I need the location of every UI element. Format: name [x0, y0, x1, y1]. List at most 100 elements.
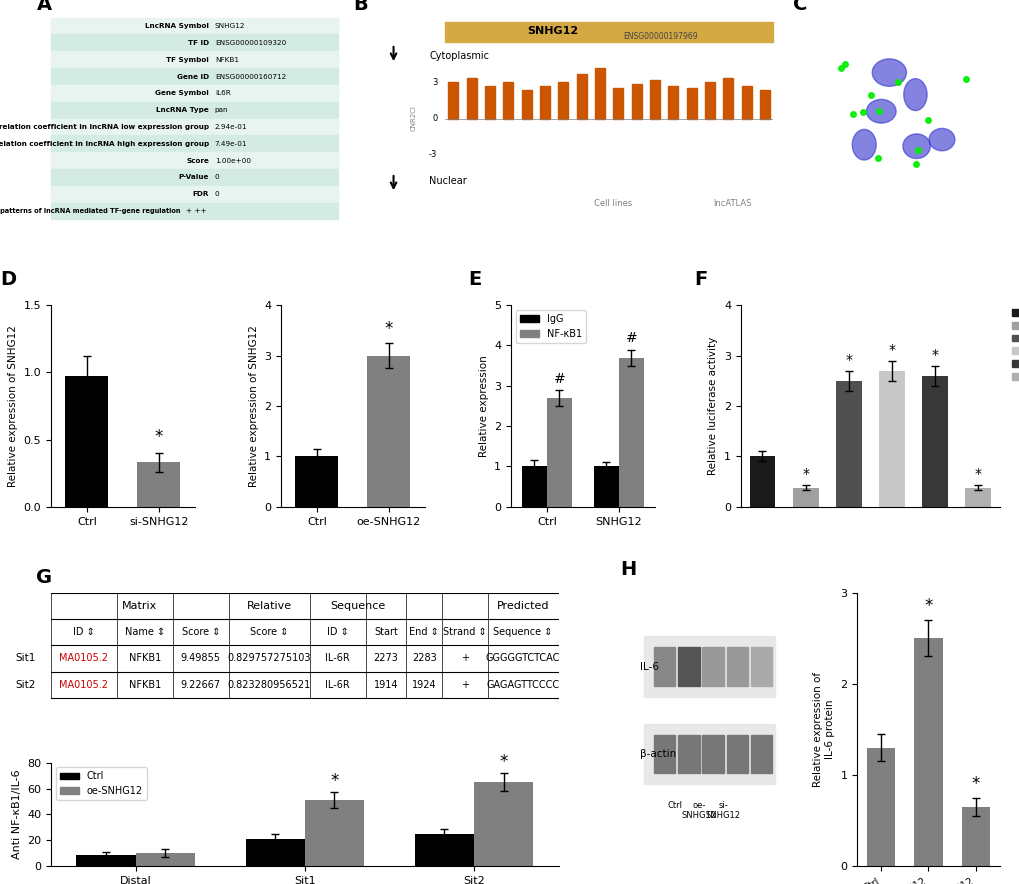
Text: 0: 0: [215, 174, 219, 180]
Text: +: +: [461, 680, 469, 690]
Bar: [878, 370, 904, 507]
Text: pan: pan: [215, 107, 228, 113]
Text: Matrix: Matrix: [122, 601, 157, 611]
Bar: [913, 638, 942, 866]
Bar: [593, 467, 619, 507]
Text: CNR2CI: CNR2CI: [410, 105, 416, 132]
Bar: [750, 647, 771, 686]
Text: LncRNA Type: LncRNA Type: [156, 107, 209, 113]
Text: Correlation coefficient in lncRNA high expression group: Correlation coefficient in lncRNA high e…: [0, 141, 209, 147]
Text: H: H: [620, 560, 636, 579]
Text: IL6R: IL6R: [215, 90, 230, 96]
Text: Sequence: Sequence: [330, 601, 385, 611]
Bar: [557, 82, 568, 118]
Text: Cytoplasmic: Cytoplasmic: [429, 51, 489, 61]
Bar: [749, 456, 774, 507]
Text: Predicted: Predicted: [496, 601, 549, 611]
Bar: [51, 152, 338, 169]
Text: IL-6: IL-6: [639, 661, 658, 672]
Text: Sit1: Sit1: [15, 653, 36, 663]
Bar: [136, 853, 195, 866]
Legend: Ctrl, oe-SNHG12: Ctrl, oe-SNHG12: [56, 767, 147, 800]
Bar: [474, 782, 533, 866]
Text: *: *: [971, 775, 979, 793]
Text: GGGGGTCTCAC: GGGGGTCTCAC: [485, 653, 559, 663]
Text: IL-6R: IL-6R: [325, 653, 350, 663]
Text: *: *: [155, 429, 163, 446]
Text: 1924: 1924: [412, 680, 436, 690]
Text: 2.94e-01: 2.94e-01: [215, 124, 247, 130]
Text: 0: 0: [432, 114, 437, 123]
Bar: [835, 381, 861, 507]
Ellipse shape: [865, 99, 896, 123]
Bar: [653, 735, 675, 774]
Text: 1914: 1914: [373, 680, 397, 690]
Text: Score ⇕: Score ⇕: [181, 627, 220, 637]
Bar: [612, 88, 623, 118]
Bar: [51, 102, 338, 118]
Text: Score ⇕: Score ⇕: [250, 627, 288, 637]
Bar: [704, 82, 714, 118]
Bar: [76, 855, 136, 866]
Bar: [792, 488, 817, 507]
Bar: [138, 462, 180, 507]
Text: *: *: [801, 467, 808, 481]
Text: Sit2: Sit2: [15, 680, 36, 690]
Bar: [594, 68, 604, 118]
Bar: [65, 377, 108, 507]
Text: *: *: [845, 353, 851, 367]
Text: ID ⇕: ID ⇕: [327, 627, 348, 637]
Text: Start: Start: [374, 627, 397, 637]
Bar: [51, 118, 338, 135]
Bar: [726, 647, 747, 686]
Y-axis label: Relative luciferase activity: Relative luciferase activity: [708, 337, 717, 475]
Y-axis label: Relative expression of
IL-6 protein: Relative expression of IL-6 protein: [812, 672, 835, 787]
Bar: [576, 74, 586, 118]
Text: 1.00e+00: 1.00e+00: [215, 157, 251, 164]
Bar: [51, 135, 338, 152]
Bar: [539, 87, 549, 118]
Text: *: *: [499, 753, 507, 771]
Text: GAGAGTTCCCC: GAGAGTTCCCC: [486, 680, 559, 690]
Text: Nuclear: Nuclear: [429, 176, 467, 186]
Bar: [485, 87, 494, 118]
Bar: [296, 456, 338, 507]
Bar: [521, 90, 531, 118]
Bar: [619, 357, 643, 507]
Text: ENSG00000109320: ENSG00000109320: [215, 40, 285, 46]
Bar: [448, 82, 458, 118]
Text: oe-
SNHG12: oe- SNHG12: [681, 801, 715, 820]
Text: Sequence ⇕: Sequence ⇕: [493, 627, 552, 637]
Text: SNHG12: SNHG12: [215, 23, 246, 29]
Text: C: C: [792, 0, 806, 13]
Text: *: *: [384, 320, 392, 338]
Text: The patterns of lncRNA mediated TF-gene regulation: The patterns of lncRNA mediated TF-gene …: [0, 208, 180, 214]
Text: ENSG00000160712: ENSG00000160712: [215, 73, 285, 80]
Y-axis label: Anti NF-κB1/IL-6: Anti NF-κB1/IL-6: [11, 770, 21, 859]
Text: 2283: 2283: [412, 653, 436, 663]
Bar: [964, 488, 990, 507]
Text: NFKB1: NFKB1: [128, 680, 161, 690]
Bar: [367, 355, 410, 507]
Text: End ⇕: End ⇕: [409, 627, 438, 637]
Text: E: E: [468, 270, 481, 289]
Legend: IgG, NF-κB1: IgG, NF-κB1: [516, 310, 585, 343]
Bar: [51, 34, 338, 51]
Text: Cell lines: Cell lines: [593, 199, 632, 208]
Text: 7.49e-01: 7.49e-01: [215, 141, 247, 147]
Text: Gene ID: Gene ID: [177, 73, 209, 80]
Bar: [702, 735, 723, 774]
Bar: [51, 85, 338, 102]
Ellipse shape: [871, 59, 906, 87]
Text: Name ⇕: Name ⇕: [124, 627, 165, 637]
Text: F: F: [694, 270, 707, 289]
Bar: [759, 90, 769, 118]
Text: B: B: [354, 0, 368, 13]
Bar: [51, 51, 338, 68]
Y-axis label: Relative expression of SNHG12: Relative expression of SNHG12: [8, 325, 18, 487]
Bar: [678, 647, 699, 686]
Text: *: *: [973, 467, 980, 481]
Bar: [667, 87, 678, 118]
Text: SNHG12: SNHG12: [527, 26, 578, 35]
Text: A: A: [37, 0, 52, 13]
